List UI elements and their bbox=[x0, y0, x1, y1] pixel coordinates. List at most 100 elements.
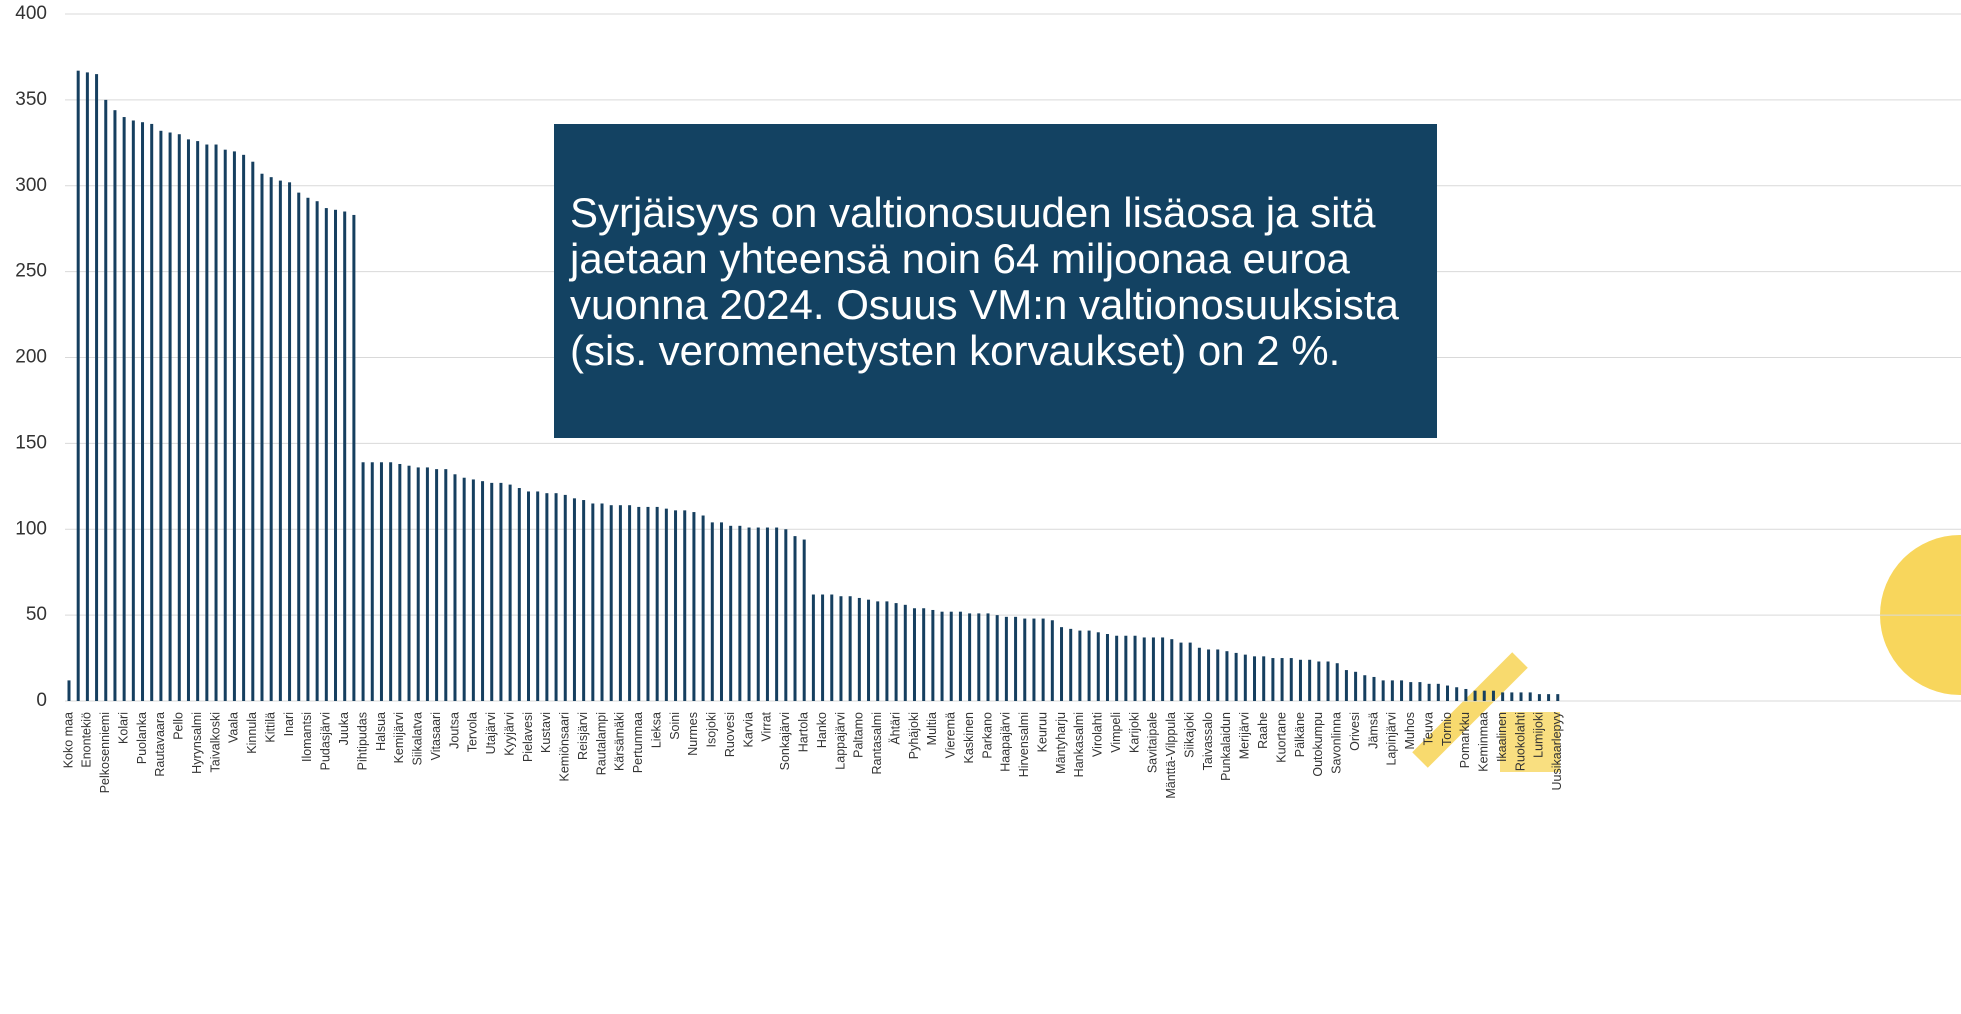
bar bbox=[288, 182, 291, 701]
x-tick-label: Hyrynsalmi bbox=[190, 712, 204, 774]
x-tick-label: Pudasjärvi bbox=[319, 712, 333, 770]
x-tick-label: Vieremä bbox=[944, 712, 958, 758]
bar bbox=[472, 479, 475, 701]
bar bbox=[334, 210, 337, 701]
bar bbox=[1253, 656, 1256, 701]
x-tick-label: Koko maa bbox=[61, 712, 75, 768]
x-tick-label: Savitaipale bbox=[1146, 712, 1160, 773]
bar bbox=[1170, 639, 1173, 701]
bar bbox=[499, 483, 502, 701]
bar bbox=[849, 596, 852, 701]
y-tick-label: 350 bbox=[15, 89, 47, 110]
bar bbox=[1492, 691, 1495, 701]
bar bbox=[941, 612, 944, 701]
bar bbox=[987, 613, 990, 701]
bar bbox=[371, 462, 374, 701]
x-tick-label: Ikaalinen bbox=[1495, 712, 1509, 762]
bar bbox=[996, 615, 999, 701]
bar bbox=[1235, 653, 1238, 701]
x-tick-label: Utajärvi bbox=[484, 712, 498, 754]
bar bbox=[729, 526, 732, 701]
x-tick-label: Haapajärvi bbox=[999, 712, 1013, 772]
x-tick-label: Pälkäne bbox=[1293, 712, 1307, 757]
bar bbox=[839, 596, 842, 701]
y-tick-label: 0 bbox=[36, 690, 47, 711]
bar bbox=[1290, 658, 1293, 701]
bar bbox=[904, 605, 907, 701]
bar bbox=[1216, 649, 1219, 701]
x-tick-label: Savonlinna bbox=[1330, 712, 1344, 774]
bar bbox=[895, 603, 898, 701]
x-tick-label: Vitasaari bbox=[429, 712, 443, 760]
x-tick-label: Lumijoki bbox=[1532, 712, 1546, 758]
x-tick-label: Kuortane bbox=[1274, 712, 1288, 763]
x-tick-label: Ruovesi bbox=[723, 712, 737, 757]
x-tick-label: Multia bbox=[925, 712, 939, 745]
x-tick-label: Kyyjärvi bbox=[502, 712, 516, 756]
bar bbox=[444, 469, 447, 701]
x-tick-label: Pyhäjoki bbox=[907, 712, 921, 759]
x-tick-label: Tornio bbox=[1440, 712, 1454, 746]
bar bbox=[215, 145, 218, 701]
bar bbox=[628, 505, 631, 701]
bar bbox=[692, 512, 695, 701]
bar bbox=[1400, 680, 1403, 701]
x-tick-label: Mänttä-Vilppula bbox=[1164, 712, 1178, 799]
bar bbox=[876, 601, 879, 701]
bar bbox=[1069, 629, 1072, 701]
bar bbox=[564, 495, 567, 701]
bar bbox=[196, 141, 199, 701]
x-tick-label: Kolari bbox=[116, 712, 130, 744]
bar bbox=[1391, 680, 1394, 701]
bar bbox=[1023, 619, 1026, 701]
x-tick-label: Kärsämäki bbox=[613, 712, 627, 771]
bar bbox=[1005, 617, 1008, 701]
bar bbox=[968, 613, 971, 701]
x-tick-label: Pielavesi bbox=[521, 712, 535, 762]
x-tick-label: Inari bbox=[282, 712, 296, 736]
x-tick-label: Rantasalmi bbox=[870, 712, 884, 775]
bar bbox=[242, 155, 245, 701]
bar bbox=[1262, 656, 1265, 701]
x-tick-label: Virrat bbox=[760, 711, 774, 741]
bar bbox=[1446, 686, 1449, 701]
bar bbox=[352, 215, 355, 701]
bar bbox=[77, 71, 80, 701]
bar bbox=[325, 208, 328, 701]
y-tick-label: 250 bbox=[15, 261, 47, 282]
x-tick-label: Joutsa bbox=[447, 712, 461, 749]
bar bbox=[509, 485, 512, 701]
bar bbox=[536, 491, 539, 701]
bar bbox=[555, 493, 558, 701]
bar bbox=[1372, 677, 1375, 701]
bar bbox=[270, 177, 273, 701]
x-tick-label: Hirvensalmi bbox=[1017, 712, 1031, 777]
bar bbox=[398, 464, 401, 701]
y-tick-label: 300 bbox=[15, 175, 47, 196]
x-tick-label: Punkalaidun bbox=[1219, 712, 1233, 781]
bar bbox=[527, 491, 530, 701]
bar bbox=[1152, 637, 1155, 701]
x-tick-label: Siikajoki bbox=[1182, 712, 1196, 758]
x-tick-label: Hartola bbox=[796, 712, 810, 752]
bar bbox=[711, 522, 714, 701]
bar bbox=[1225, 651, 1228, 701]
x-tick-label: Teuva bbox=[1421, 712, 1435, 745]
bar bbox=[1501, 692, 1504, 701]
bar bbox=[656, 507, 659, 701]
bar bbox=[775, 528, 778, 701]
y-tick-label: 400 bbox=[15, 3, 47, 24]
bar bbox=[1455, 687, 1458, 701]
bar bbox=[169, 133, 172, 701]
bar bbox=[426, 467, 429, 701]
bar bbox=[1244, 655, 1247, 701]
x-tick-label: Kemiönsaari bbox=[558, 712, 572, 781]
bar bbox=[1014, 617, 1017, 701]
y-tick-label: 150 bbox=[15, 432, 47, 453]
bar bbox=[1428, 684, 1431, 701]
x-tick-label: Siikalatva bbox=[411, 712, 425, 766]
bar bbox=[1143, 637, 1146, 701]
bar bbox=[159, 131, 162, 701]
x-tick-label: Lieksa bbox=[649, 712, 663, 748]
bar bbox=[1097, 632, 1100, 701]
